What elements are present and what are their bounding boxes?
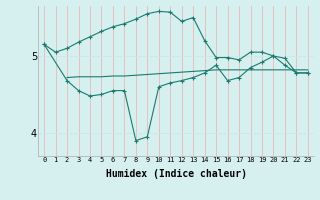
X-axis label: Humidex (Indice chaleur): Humidex (Indice chaleur)	[106, 169, 246, 179]
